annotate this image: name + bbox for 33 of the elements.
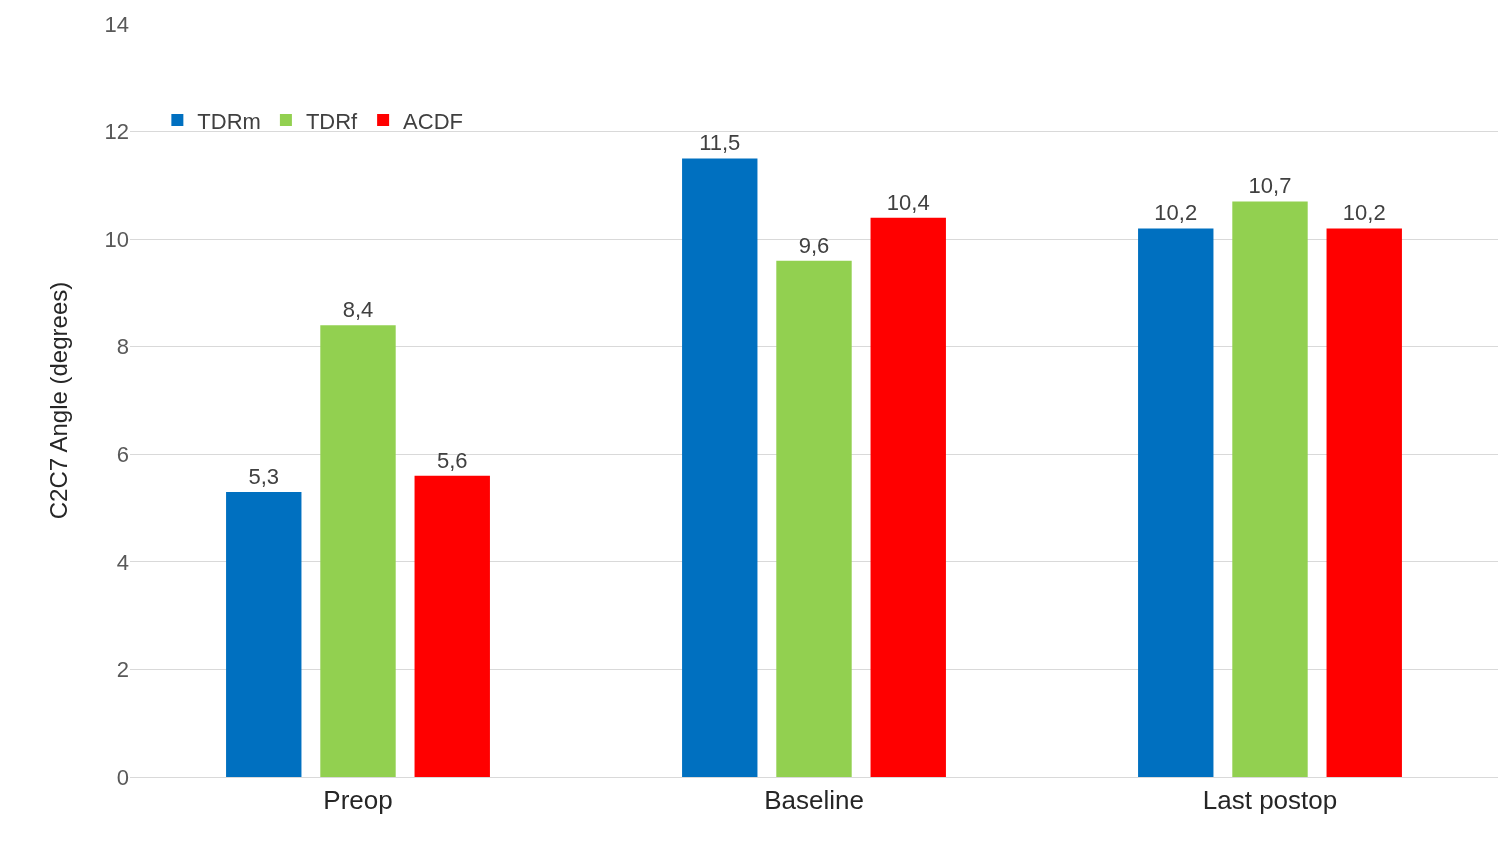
y-tick-label: 0 <box>116 764 129 790</box>
bar <box>320 325 396 777</box>
x-tick-label: Baseline <box>764 785 864 816</box>
y-tick-label: 6 <box>116 441 129 467</box>
bar <box>1326 228 1402 777</box>
y-tick-label: 14 <box>104 11 129 37</box>
bar <box>1138 228 1214 777</box>
bar <box>776 260 852 777</box>
data-label: 10,4 <box>886 189 930 215</box>
bar <box>870 217 946 777</box>
data-label: 5,6 <box>436 447 468 473</box>
x-tick-label: Last postop <box>1202 785 1338 816</box>
legend-label: ACDF <box>403 108 464 134</box>
y-axis-title: C2C7 Angle (degrees) <box>44 281 72 520</box>
bar <box>414 475 490 777</box>
data-label: 10,2 <box>1154 200 1198 226</box>
y-tick-label: 8 <box>116 334 129 360</box>
legend-label: TDRm <box>197 108 261 134</box>
data-label: 11,5 <box>699 130 741 156</box>
y-tick-label: 12 <box>104 119 129 145</box>
data-label: 8,4 <box>342 297 374 323</box>
y-tick-label: 10 <box>104 226 129 252</box>
data-label: 9,6 <box>798 232 830 258</box>
bar <box>1232 201 1308 777</box>
data-label: 5,3 <box>248 463 280 489</box>
data-label: 10,2 <box>1342 200 1386 226</box>
x-tick-label: Preop <box>323 785 393 816</box>
legend-label: TDRf <box>305 108 359 134</box>
y-tick-label: 4 <box>116 549 129 575</box>
bar <box>682 158 758 777</box>
y-tick-label: 2 <box>116 657 129 683</box>
data-label: 10,7 <box>1248 173 1292 199</box>
bar <box>226 491 302 777</box>
